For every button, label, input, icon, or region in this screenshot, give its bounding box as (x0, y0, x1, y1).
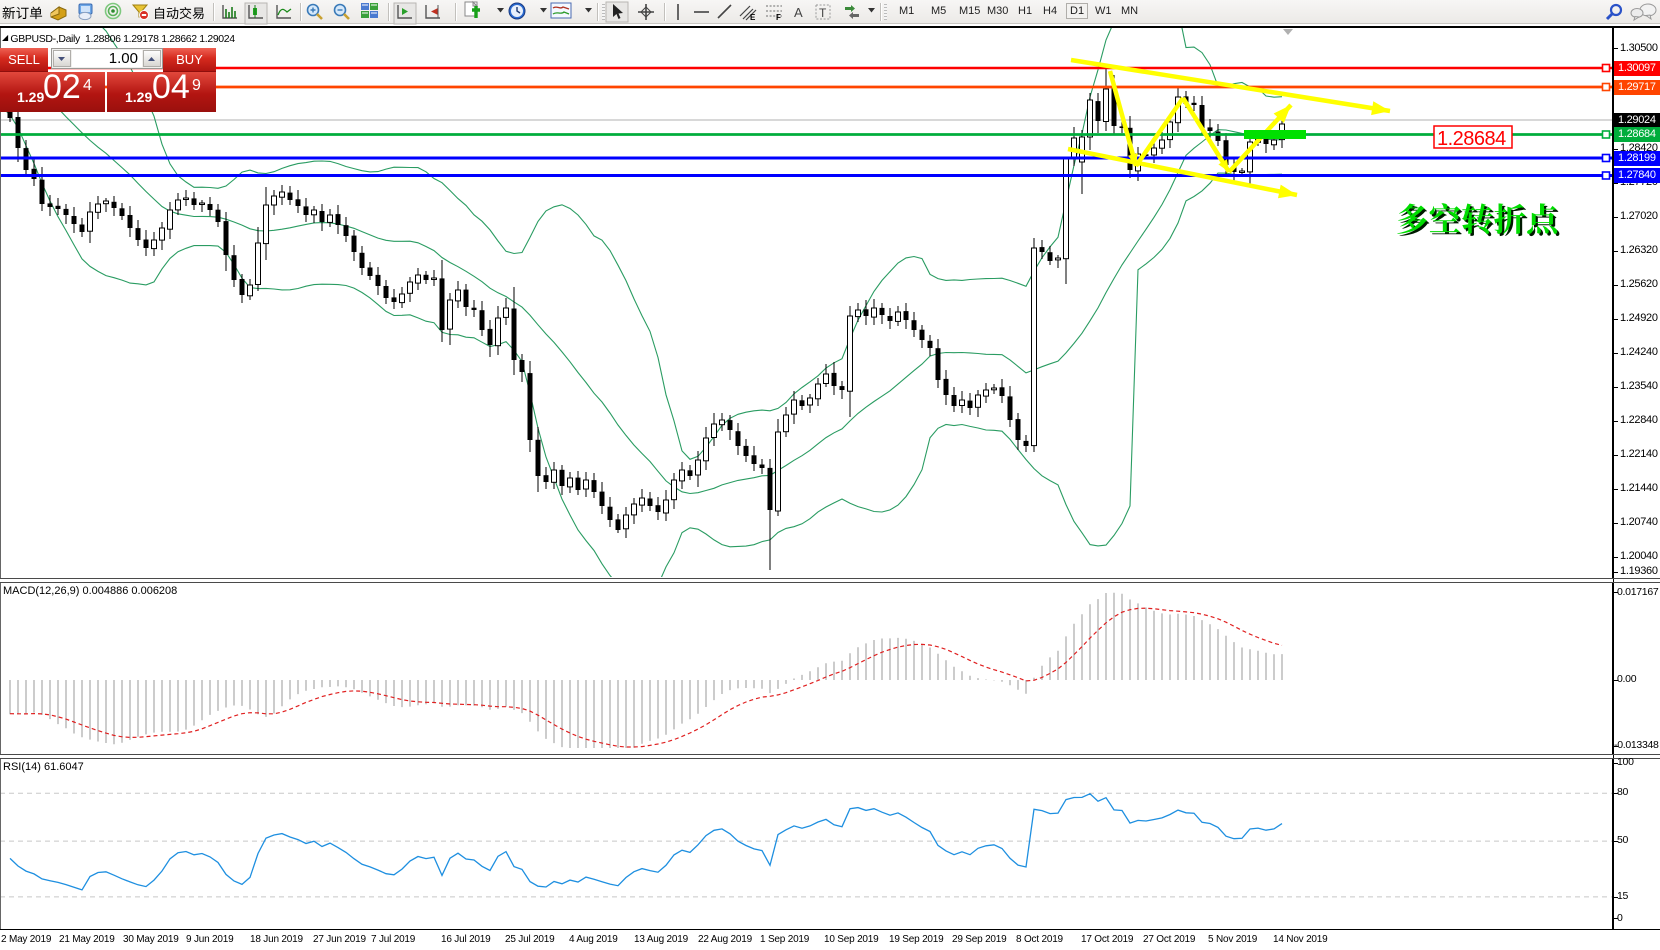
svg-text:A: A (794, 5, 803, 20)
svg-text:F: F (776, 13, 781, 22)
svg-text:E: E (750, 13, 756, 22)
svg-text:T: T (819, 6, 827, 20)
svg-text:1.28684: 1.28684 (1437, 128, 1506, 150)
